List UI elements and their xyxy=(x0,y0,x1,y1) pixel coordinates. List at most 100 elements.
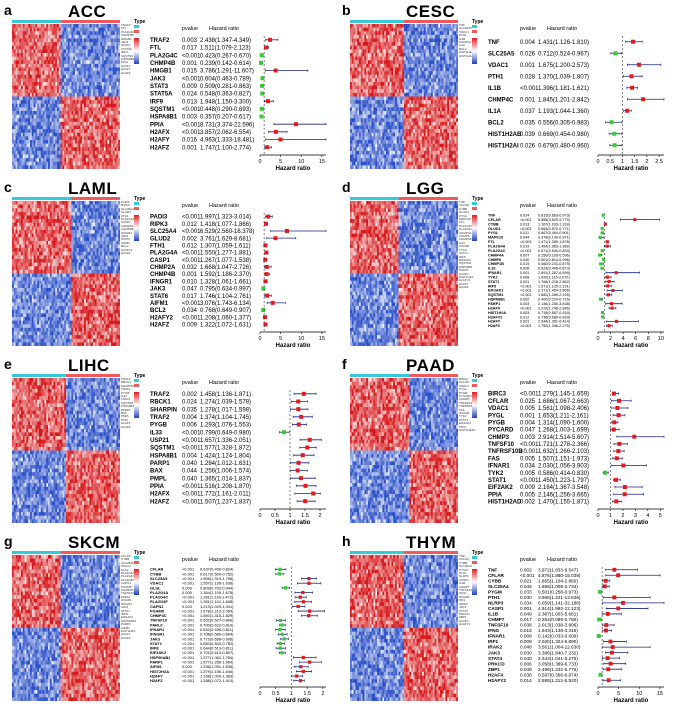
heatmap-cell xyxy=(395,107,398,112)
heatmap-cell xyxy=(355,85,358,90)
heatmap-cell xyxy=(445,92,448,97)
heatmap-cell xyxy=(353,78,356,83)
heatmap-cell xyxy=(78,34,81,39)
heatmap-cell xyxy=(359,96,362,101)
heatmap-cell xyxy=(42,143,45,148)
heatmap-cell xyxy=(359,89,362,94)
heatmap-cell xyxy=(375,129,378,134)
heatmap-cell xyxy=(96,78,99,83)
heatmap-cell xyxy=(91,154,94,159)
heatmap-cell xyxy=(418,96,421,101)
heatmap-cell xyxy=(360,89,363,94)
heatmap-cell xyxy=(22,38,25,43)
heatmap-cell xyxy=(93,100,96,105)
heatmap-cell xyxy=(114,161,117,166)
heatmap-cell xyxy=(357,71,360,76)
heatmap-cell xyxy=(91,34,94,39)
heatmap-cell xyxy=(102,63,105,68)
heatmap-cell xyxy=(94,42,97,47)
heatmap-cell xyxy=(386,92,389,97)
heatmap-cell xyxy=(373,42,376,47)
heatmap-cell xyxy=(371,140,374,144)
heatmap-cell xyxy=(12,89,15,94)
heatmap-cell xyxy=(368,71,371,76)
heatmap-cell xyxy=(366,89,369,94)
heatmap-cell xyxy=(67,136,70,141)
heatmap-cell xyxy=(414,121,417,126)
heatmap-cell xyxy=(452,158,455,163)
heatmap-cell xyxy=(384,136,387,141)
heatmap-cell xyxy=(351,121,354,126)
heatmap-cell xyxy=(350,53,353,57)
heatmap-cell xyxy=(80,143,83,148)
heatmap-cell xyxy=(384,103,387,108)
heatmap-cell xyxy=(450,161,453,166)
heatmap-cell xyxy=(416,27,419,32)
heatmap-cell xyxy=(105,161,108,166)
heatmap-cell xyxy=(67,154,70,159)
heatmap-cell xyxy=(402,114,405,119)
heatmap-cell xyxy=(366,111,369,115)
heatmap-cell xyxy=(118,165,120,169)
heatmap-cell xyxy=(30,161,33,166)
heatmap-cell xyxy=(111,121,114,126)
heatmap-cell xyxy=(402,165,405,169)
heatmap-cell xyxy=(443,140,446,144)
heatmap-cell xyxy=(431,107,434,112)
heatmap-cell xyxy=(94,71,97,76)
heatmap-cell xyxy=(64,96,67,101)
heatmap-cell xyxy=(103,154,106,159)
heatmap-gene-label: CHMP4C xyxy=(459,40,475,44)
heatmap-cell xyxy=(407,56,410,61)
heatmap-cell xyxy=(440,67,443,72)
heatmap-cell xyxy=(35,71,38,76)
heatmap-cell xyxy=(94,150,97,155)
heatmap-cell xyxy=(44,89,47,94)
heatmap-cell xyxy=(351,132,354,137)
heatmap-cell xyxy=(24,38,27,43)
heatmap-cell xyxy=(31,111,34,115)
heatmap-cell xyxy=(75,89,78,94)
heatmap-cell xyxy=(351,111,354,115)
heatmap-cell xyxy=(382,45,385,50)
heatmap-cell xyxy=(46,78,49,83)
heatmap-cell xyxy=(351,158,354,163)
heatmap-cell xyxy=(53,165,56,169)
heatmap-cell xyxy=(84,78,87,83)
heatmap-cell xyxy=(60,161,63,166)
heatmap-cell xyxy=(66,74,69,79)
heatmap-cell xyxy=(69,161,72,166)
heatmap-cell xyxy=(57,136,60,141)
heatmap-cell xyxy=(452,129,455,134)
heatmap-cell xyxy=(40,154,43,159)
heatmap-cell xyxy=(404,114,407,119)
heatmap-cell xyxy=(102,121,105,126)
heatmap-cell xyxy=(454,136,457,141)
heatmap-cell xyxy=(377,118,380,123)
heatmap-cell xyxy=(80,49,83,54)
heatmap-cell xyxy=(91,121,94,126)
heatmap-cell xyxy=(89,107,92,112)
heatmap-cell xyxy=(414,107,417,112)
heatmap-cell xyxy=(432,161,435,166)
heatmap-cell xyxy=(53,154,56,159)
heatmap-cell xyxy=(404,74,407,79)
heatmap-cell xyxy=(429,89,432,94)
heatmap-cell xyxy=(429,150,432,155)
heatmap-cell xyxy=(377,96,380,101)
heatmap-cell xyxy=(407,82,410,86)
heatmap-cell xyxy=(42,114,45,119)
heatmap-cell xyxy=(411,114,414,119)
heatmap-cell xyxy=(422,56,425,61)
heatmap-cell xyxy=(450,147,453,152)
heatmap-cell xyxy=(362,60,365,65)
heatmap-cell xyxy=(369,74,372,79)
heatmap-cell xyxy=(441,78,444,83)
heatmap-cell xyxy=(404,150,407,155)
heatmap-cell xyxy=(73,129,76,134)
heatmap-cell xyxy=(100,121,103,126)
heatmap-cell xyxy=(12,67,15,72)
heatmap-cell xyxy=(78,67,81,72)
heatmap-cell xyxy=(423,24,426,28)
heatmap-cell xyxy=(57,165,60,169)
